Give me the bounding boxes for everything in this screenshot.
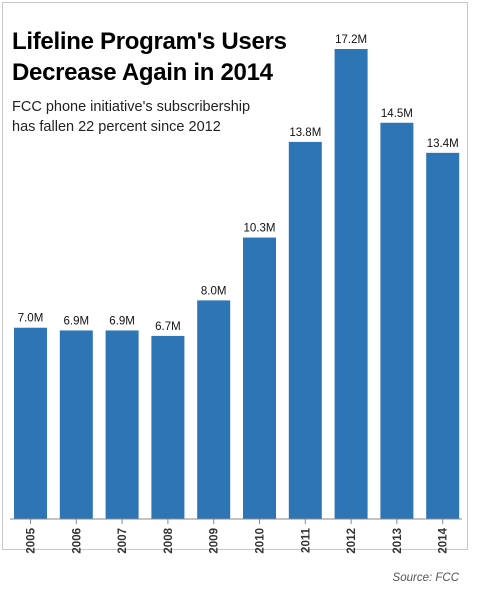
data-label-2008: 6.7M (155, 321, 181, 333)
data-label-2005: 7.0M (18, 313, 44, 325)
chart-subtitle-line-2: has fallen 22 percent since 2012 (12, 119, 221, 135)
data-label-2007: 6.9M (109, 315, 135, 327)
bar-2013 (380, 122, 414, 520)
x-tick-label-2010: 2010 (255, 528, 267, 554)
data-label-2011: 13.8M (289, 127, 321, 139)
bar-2012 (334, 49, 368, 519)
x-tick-label-2008: 2008 (163, 527, 175, 553)
chart-subtitle: FCC phone initiative's subscribership ha… (12, 97, 250, 137)
bar-2008 (151, 335, 185, 519)
bar-2014 (426, 152, 460, 519)
x-tick-label-2007: 2007 (117, 528, 129, 554)
data-label-2006: 6.9M (64, 315, 90, 327)
bar-2010 (243, 237, 276, 519)
x-tick-label-2005: 2005 (26, 527, 38, 553)
x-tick-label-2014: 2014 (438, 527, 450, 553)
bar-2007 (105, 330, 139, 519)
x-tick-label-2006: 2006 (71, 528, 83, 554)
chart-title-line-1: Lifeline Program's Users (12, 28, 287, 55)
bar-2009 (197, 300, 231, 519)
chart-subtitle-line-1: FCC phone initiative's subscribership (12, 99, 251, 115)
data-label-2013: 14.5M (381, 108, 413, 120)
x-tick-label-2012: 2012 (346, 528, 358, 554)
bar-2005 (14, 327, 47, 519)
x-tick-label-2013: 2013 (392, 528, 404, 554)
chart-frame (2, 2, 468, 550)
data-label-2014: 13.4M (427, 138, 459, 150)
source-note: Source: FCC (392, 572, 459, 584)
bar-2011 (288, 141, 322, 519)
chart-title-line-2: Decrease Again in 2014 (12, 59, 273, 86)
bar-2006 (59, 330, 93, 519)
data-label-2009: 8.0M (201, 285, 227, 297)
x-tick-label-2011: 2011 (300, 527, 312, 553)
data-label-2010: 10.3M (244, 223, 276, 235)
chart-title: Lifeline Program's Users Decrease Again … (12, 26, 287, 88)
data-label-2012: 17.2M (335, 34, 367, 46)
x-tick-label-2009: 2009 (209, 528, 221, 554)
